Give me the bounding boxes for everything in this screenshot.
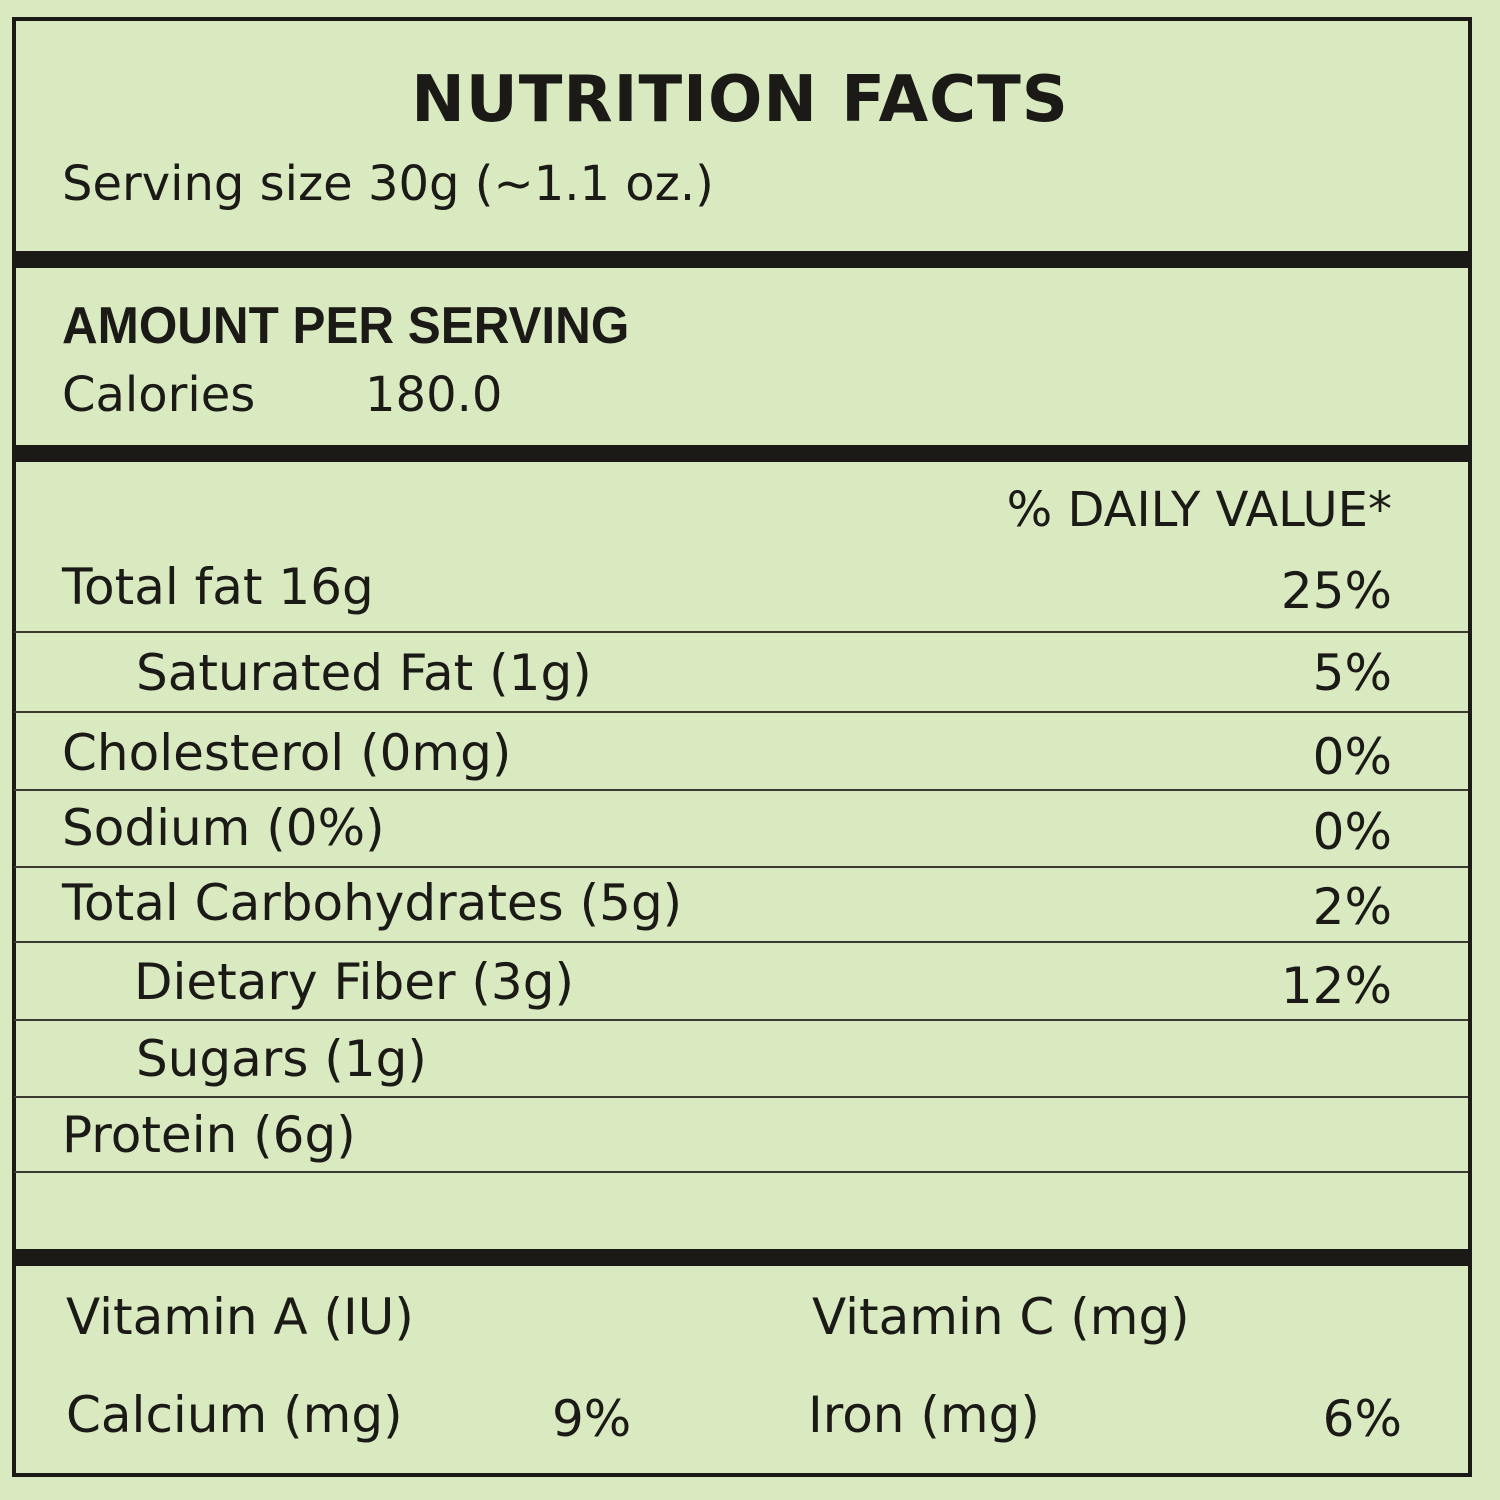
row-divider: [14, 631, 1468, 633]
vitamin-label: Vitamin C (mg): [812, 1288, 1190, 1346]
nutrient-label: Sugars (1g): [136, 1030, 427, 1088]
nutrient-label: Protein (6g): [62, 1106, 356, 1164]
calories-label: Calories: [62, 367, 256, 423]
vitamin-dv: 9%: [552, 1390, 632, 1448]
thick-divider: [12, 445, 1472, 462]
nutrient-label: Total fat 16g: [62, 558, 374, 616]
nutrient-label: Saturated Fat (1g): [136, 644, 592, 702]
vitamin-label: Iron (mg): [808, 1386, 1040, 1444]
row-divider: [14, 1096, 1468, 1098]
nutrient-dv: 0%: [1312, 728, 1392, 786]
row-divider: [14, 866, 1468, 868]
nutrient-label: Dietary Fiber (3g): [134, 953, 574, 1011]
row-divider: [14, 711, 1468, 713]
calories-value: 180.0: [365, 367, 503, 423]
serving-size: Serving size 30g (~1.1 oz.): [62, 156, 714, 212]
amount-per-serving-heading: AMOUNT PER SERVING: [62, 297, 630, 355]
vitamin-dv: 6%: [1322, 1390, 1402, 1448]
nutrition-label-border: [12, 17, 1472, 1477]
nutrient-label: Cholesterol (0mg): [62, 724, 512, 782]
nutrient-dv: 25%: [1280, 562, 1392, 620]
nutrient-dv: 0%: [1312, 803, 1392, 861]
thick-divider: [12, 251, 1472, 268]
nutrient-dv: 12%: [1280, 957, 1392, 1015]
row-divider: [14, 789, 1468, 791]
label-title: NUTRITION FACTS: [411, 63, 1069, 137]
thick-divider: [12, 1249, 1472, 1266]
vitamin-label: Calcium (mg): [66, 1386, 403, 1444]
nutrient-dv: 5%: [1312, 644, 1392, 702]
nutrient-label: Sodium (0%): [62, 799, 385, 857]
row-divider: [14, 1019, 1468, 1021]
row-divider: [14, 941, 1468, 943]
nutrient-label: Total Carbohydrates (5g): [62, 874, 683, 932]
daily-value-header: % DAILY VALUE*: [1006, 482, 1392, 538]
row-divider: [14, 1171, 1468, 1173]
nutrient-dv: 2%: [1312, 878, 1392, 936]
vitamin-label: Vitamin A (IU): [66, 1288, 414, 1346]
